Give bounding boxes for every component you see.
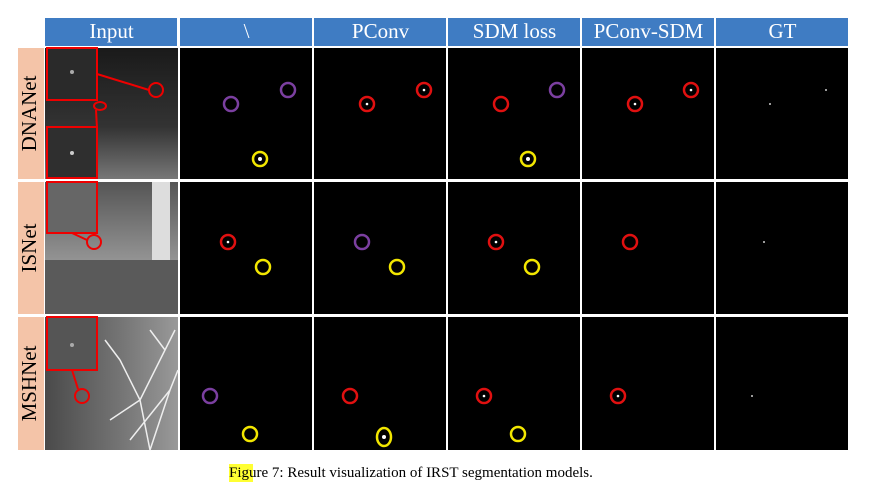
target [616, 394, 620, 398]
result-cell [314, 182, 446, 314]
caption: Figure 7: Result visualization of IRST s… [229, 465, 593, 481]
marker [93, 101, 107, 111]
marker [548, 81, 566, 99]
target [633, 102, 637, 106]
target [689, 88, 693, 92]
marker [86, 234, 102, 250]
connector [71, 369, 79, 390]
inset [46, 181, 98, 234]
marker [475, 387, 493, 405]
target [422, 88, 426, 92]
result-cell [448, 317, 580, 450]
result-cell [314, 317, 446, 450]
result-cell [180, 317, 312, 450]
marker [279, 81, 297, 99]
gt-target [751, 395, 753, 397]
column-header [582, 18, 714, 46]
gt-target [763, 241, 765, 243]
column-header-text: \ [244, 19, 250, 43]
target [526, 157, 530, 161]
result-cell [180, 48, 312, 179]
column-header [716, 18, 848, 46]
marker [222, 95, 240, 113]
row-header [18, 48, 44, 179]
result-cell [716, 48, 848, 179]
column-header [180, 18, 312, 46]
column-header [45, 18, 177, 46]
highlight [229, 464, 253, 482]
marker [341, 387, 359, 405]
column-header [448, 18, 580, 46]
marker [682, 81, 700, 99]
column-header-text: PConv [352, 19, 410, 43]
target [70, 70, 74, 74]
caption-highlight: Fig [229, 465, 250, 481]
column-header-text: GT [769, 19, 797, 43]
marker [609, 387, 627, 405]
marker [375, 426, 393, 448]
caption-text: ure 7: Result visualization of IRST segm… [249, 465, 593, 481]
marker [388, 258, 406, 276]
column-header-text: Input [89, 19, 133, 43]
marker [509, 425, 527, 443]
marker [251, 150, 269, 168]
result-cell [314, 48, 446, 179]
target [382, 435, 386, 439]
result-cell [448, 182, 580, 314]
marker [241, 425, 259, 443]
marker [353, 233, 371, 251]
target [258, 157, 262, 161]
marker [626, 95, 644, 113]
column-header [314, 18, 446, 46]
target [482, 394, 486, 398]
gt-target [825, 89, 827, 91]
target [70, 343, 74, 347]
result-cell [716, 317, 848, 450]
row-header [18, 317, 44, 450]
result-cell [716, 182, 848, 314]
marker [254, 258, 272, 276]
connector [95, 73, 150, 129]
marker [415, 81, 433, 99]
result-cells [180, 48, 848, 450]
branches [104, 329, 179, 451]
column-header-text: PConv-SDM [594, 19, 704, 43]
result-cell [582, 182, 714, 314]
result-cell [582, 48, 714, 179]
marker [621, 233, 639, 251]
marker [523, 258, 541, 276]
marker [487, 233, 505, 251]
result-cell [180, 182, 312, 314]
target [494, 240, 498, 244]
row-header-text: MSHNet [17, 345, 41, 421]
city [45, 260, 178, 314]
gt-target [769, 103, 771, 105]
marker [74, 388, 90, 404]
target [226, 240, 230, 244]
marker [219, 233, 237, 251]
marker [519, 150, 537, 168]
row-header [18, 182, 44, 314]
marker [492, 95, 510, 113]
result-cell [582, 317, 714, 450]
row-header-text: DNANet [17, 75, 41, 151]
column-header-text: SDM loss [473, 19, 556, 43]
result-cell [448, 48, 580, 179]
marker [358, 95, 376, 113]
row-header-text: ISNet [17, 223, 41, 272]
marker [201, 387, 219, 405]
target [70, 151, 74, 155]
connector [71, 232, 88, 241]
target [365, 102, 369, 106]
input-images [45, 47, 179, 451]
